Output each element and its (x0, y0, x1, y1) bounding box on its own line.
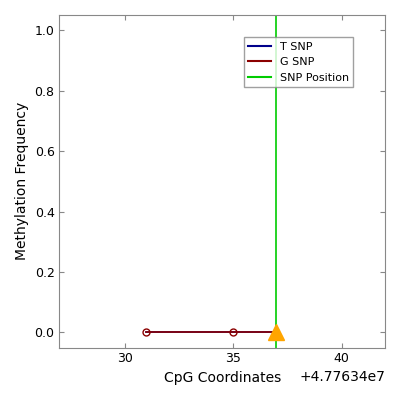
G SNP (231, 330, 236, 335)
G SNP (144, 330, 149, 335)
T SNP (144, 330, 149, 335)
X-axis label: CpG Coordinates: CpG Coordinates (164, 371, 281, 385)
T SNP (231, 330, 236, 335)
T SNP (274, 330, 279, 335)
Y-axis label: Methylation Frequency: Methylation Frequency (15, 102, 29, 260)
G SNP (274, 330, 279, 335)
Legend: T SNP, G SNP, SNP Position: T SNP, G SNP, SNP Position (244, 37, 353, 87)
